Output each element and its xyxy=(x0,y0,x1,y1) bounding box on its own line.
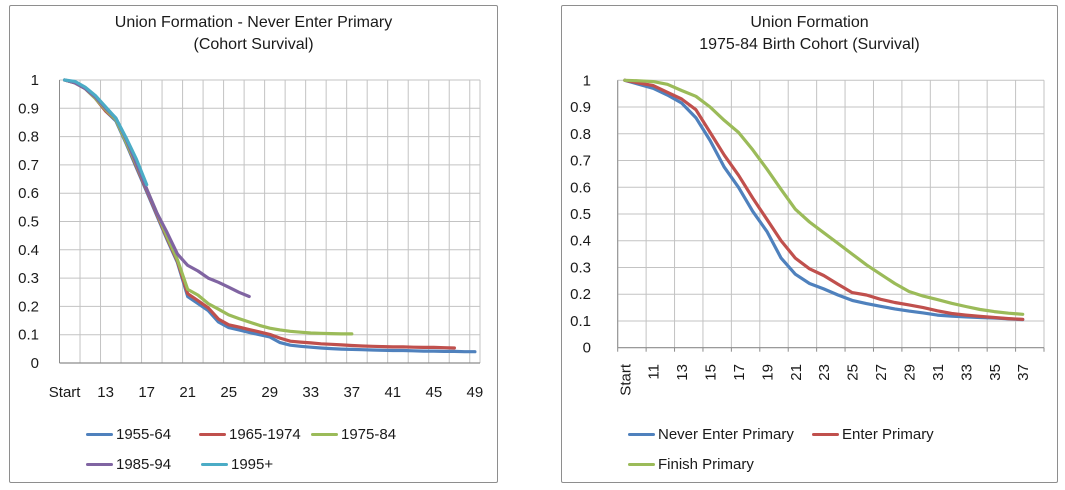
series-line-never-enter-primary[interactable] xyxy=(623,78,1025,322)
x-tick-label: 11 xyxy=(646,364,663,380)
x-tick-label: 13 xyxy=(97,384,114,401)
y-tick-label: 0.4 xyxy=(18,242,39,259)
legend-item-1985-94: 1985-94 xyxy=(86,456,171,473)
x-tick-label: 25 xyxy=(220,384,237,401)
chart-title-line-1: Union Formation - Never Enter Primary xyxy=(114,14,393,31)
x-tick-label: 21 xyxy=(788,364,805,381)
y-tick-label: 0.8 xyxy=(570,126,591,143)
chart-legend: Never Enter Primary Enter Primary Finish P… xyxy=(562,6,1057,482)
y-tick-label: 0.1 xyxy=(570,313,591,330)
legend-item-1975-84: 1975-84 xyxy=(311,426,396,443)
chart-title-line-2: 1975-84 Birth Cohort (Survival) xyxy=(699,36,920,53)
y-tick-label: 0.5 xyxy=(570,206,591,223)
legend-marker-line xyxy=(628,432,655,437)
chart-title: Union Formation - Never Enter Primary (C… xyxy=(10,12,497,56)
legend-item-never-enter-primary: Never Enter Primary xyxy=(628,426,794,443)
y-tick-label: 0.5 xyxy=(18,214,39,231)
y-tick-label: 0.6 xyxy=(570,179,591,196)
plot-area: 1 0.9 0.8 0.7 0.6 0.5 0.4 0.3 0.2 0.1 0 Start 13 17 21… xyxy=(18,72,484,401)
y-tick-label: 0.4 xyxy=(570,233,591,250)
y-tick-label: 0.7 xyxy=(570,153,591,170)
y-tick-label: 0.9 xyxy=(570,99,591,116)
x-tick-label: 29 xyxy=(902,364,919,381)
plot-area: 1 0.9 0.8 0.7 0.6 0.5 0.4 0.3 0.2 0.1 0 Start 11 13 15… xyxy=(570,72,1045,396)
x-tick-label: 33 xyxy=(302,384,319,401)
legend-marker-line xyxy=(86,432,113,437)
y-tick-label: 0.3 xyxy=(18,270,39,287)
x-tick-label: 41 xyxy=(384,384,401,401)
y-tick-label: 0.1 xyxy=(18,327,39,344)
legend-marker-line xyxy=(199,432,226,437)
x-tick-label: 37 xyxy=(1015,364,1032,381)
legend-marker-line xyxy=(201,462,228,467)
y-tick-label: 0.3 xyxy=(570,259,591,276)
chart-title-line-2: (Cohort Survival) xyxy=(193,36,314,53)
y-tick-label: 1 xyxy=(583,72,591,89)
y-tick-label: 0 xyxy=(31,355,39,372)
legend-item-1965-1974: 1965-1974 xyxy=(199,426,301,443)
x-tick-label: Start xyxy=(49,384,82,401)
legend-label: Enter Primary xyxy=(842,426,934,443)
series-line-1995[interactable] xyxy=(62,78,149,187)
x-tick-label: 25 xyxy=(845,364,862,381)
chart-legend: 1955-64 1965-1974 1975-84 1985-94 1995+ xyxy=(10,6,497,482)
legend-label: 1955-64 xyxy=(116,426,172,443)
y-tick-label: 0.8 xyxy=(18,129,39,146)
chart-title: Union Formation 1975-84 Birth Cohort (Su… xyxy=(562,12,1057,56)
x-tick-label: 17 xyxy=(731,364,748,381)
legend-item-1955-64: 1955-64 xyxy=(86,426,171,443)
x-tick-label: 37 xyxy=(343,384,360,401)
x-tick-label: 31 xyxy=(930,364,947,381)
legend-marker-line xyxy=(311,432,338,437)
legend-label: Never Enter Primary xyxy=(658,426,794,443)
x-tick-label: 35 xyxy=(987,364,1004,381)
x-tick-label: Start xyxy=(617,363,634,396)
x-tick-label: 49 xyxy=(467,384,484,401)
chart-union-formation-never-enter-primary[interactable]: Union Formation - Never Enter Primary (C… xyxy=(9,5,498,483)
legend-label: 1965-1974 xyxy=(229,426,301,443)
x-tick-label: 33 xyxy=(958,364,975,381)
legend-item-finish-primary: Finish Primary xyxy=(628,456,754,473)
legend-item-1995: 1995+ xyxy=(201,456,273,473)
x-tick-label: 45 xyxy=(426,384,443,401)
y-tick-label: 0.6 xyxy=(18,185,39,202)
legend-marker-line xyxy=(628,462,655,467)
legend-label: 1985-94 xyxy=(116,456,172,473)
x-tick-label: 15 xyxy=(703,364,720,381)
x-tick-label: 19 xyxy=(759,364,776,381)
x-tick-label: 17 xyxy=(138,384,155,401)
y-tick-label: 1 xyxy=(31,72,39,89)
chart-union-formation-1975-84-birth-cohort[interactable]: Union Formation 1975-84 Birth Cohort (Su… xyxy=(561,5,1058,483)
x-tick-label: 23 xyxy=(816,364,833,381)
y-tick-label: 0 xyxy=(583,340,591,357)
chart-title-line-1: Union Formation xyxy=(750,14,869,31)
series-line-finish-primary[interactable] xyxy=(623,78,1025,316)
legend-label: 1995+ xyxy=(231,456,274,473)
legend-label: Finish Primary xyxy=(658,456,754,473)
y-tick-label: 0.2 xyxy=(18,298,39,315)
x-tick-label: 21 xyxy=(179,384,196,401)
legend-marker-line xyxy=(86,462,113,467)
y-tick-label: 0.2 xyxy=(570,286,591,303)
x-tick-label: 29 xyxy=(261,384,278,401)
legend-marker-line xyxy=(812,432,839,437)
x-tick-label: 13 xyxy=(674,364,691,381)
legend-label: 1975-84 xyxy=(341,426,397,443)
series-line-enter-primary[interactable] xyxy=(623,78,1025,321)
legend-item-enter-primary: Enter Primary xyxy=(812,426,934,443)
y-tick-label: 0.7 xyxy=(18,157,39,174)
x-tick-label: 27 xyxy=(873,364,890,381)
y-tick-label: 0.9 xyxy=(18,100,39,117)
